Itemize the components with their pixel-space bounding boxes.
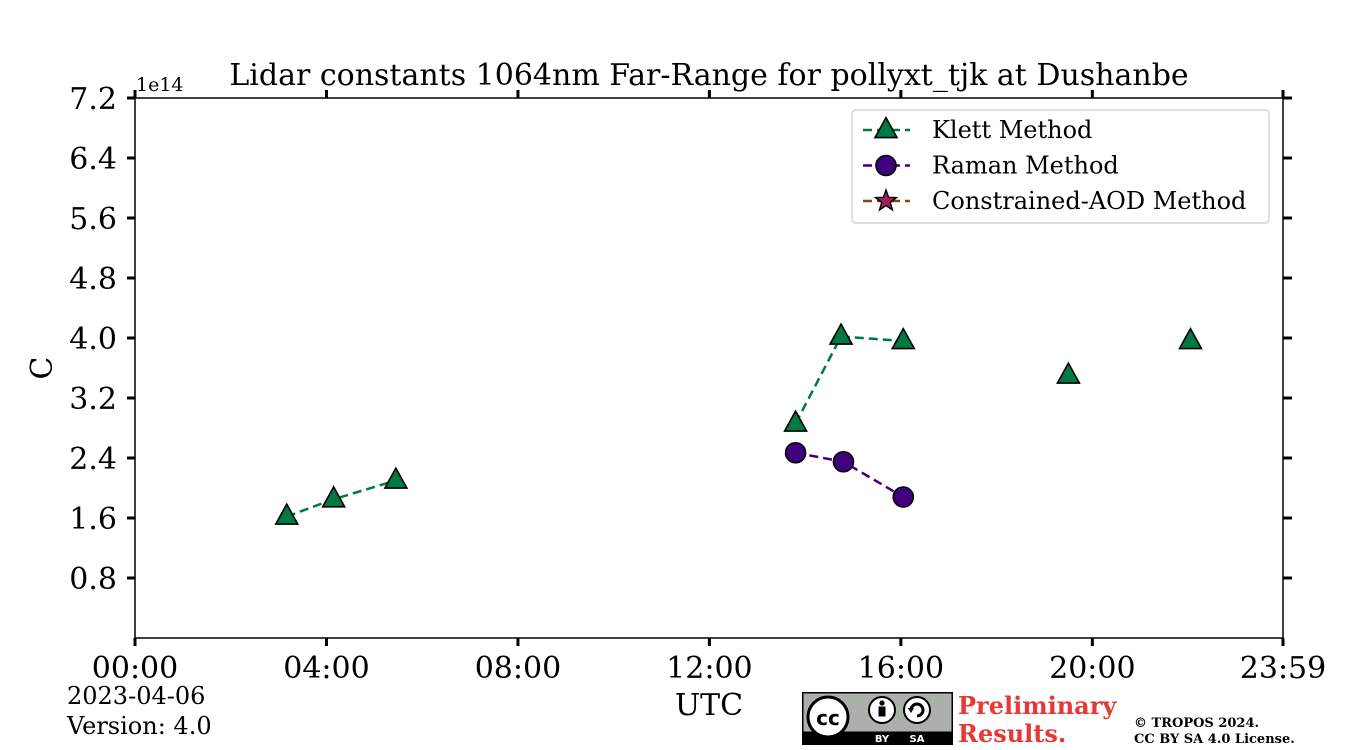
y-exponent-label: 1e14 [136,74,184,96]
x-tick-label: 16:00 [858,651,944,686]
data-point [783,409,808,432]
y-tick-label: 5.6 [69,202,117,237]
version-label: Version: 4.0 [67,712,212,740]
preliminary-results-notice: Preliminary Results. [958,692,1116,748]
x-tick-label: 00:00 [92,651,178,686]
copyright-notice: © TROPOS 2024. CC BY SA 4.0 License. [1134,716,1295,748]
series-layer [274,322,1203,525]
data-point [873,115,899,139]
data-point [875,154,897,177]
date-label: 2023-04-06 [67,682,206,710]
legend-item: Constrained-AOD Method [863,187,1246,215]
x-tick-label: 08:00 [475,651,561,686]
axes: 00:00 04:00 08:00 12:00 16:00 20:00 23:59 0.8 1.… [69,82,1326,686]
svg-text:SA: SA [910,734,925,745]
data-point [383,466,409,489]
y-tick-label: 1.6 [69,502,117,537]
data-point [784,441,807,464]
legend-item: Klett Method [863,115,1092,144]
y-tick-label: 0.8 [69,562,117,597]
legend: Klett Method Raman Method Constrained-AOD … [851,109,1270,224]
data-point [890,326,916,350]
series-line [286,479,397,518]
legend-label: Constrained-AOD Method [932,187,1246,215]
copyright-line-1: © TROPOS 2024. [1134,716,1260,731]
x-tick-label: 23:59 [1240,651,1326,686]
data-point [1056,361,1081,384]
svg-text:BY: BY [875,734,890,745]
data-point [321,485,347,508]
series-klett-method [274,322,1203,525]
x-tick-label: 12:00 [666,651,752,686]
copyright-line-2: CC BY SA 4.0 License. [1134,732,1295,747]
data-point [1178,326,1203,350]
cc-by-sa-license-badge: cc BY SA [802,692,953,745]
x-axis-label: UTC [674,688,744,723]
x-tick-label: 04:00 [283,651,369,686]
y-axis-label: C [25,357,60,380]
data-point [873,187,899,212]
preliminary-line-1: Preliminary [958,691,1117,720]
legend-box [851,109,1270,224]
preliminary-line-2: Results. [958,719,1067,748]
y-tick-label: 3.2 [69,382,117,417]
y-tick-label: 4.8 [69,262,117,297]
x-tick-label: 20:00 [1049,651,1135,686]
legend-label: Raman Method [932,152,1119,180]
data-point [828,322,854,345]
legend-item: Raman Method [863,152,1119,180]
lidar-constant-chart: Lidar constants 1064nm Far-Range for pol… [25,58,1326,686]
y-tick-label: 7.2 [69,82,117,117]
legend-label: Klett Method [932,116,1092,144]
chart-title: Lidar constants 1064nm Far-Range for pol… [229,58,1188,93]
svg-text:cc: cc [816,706,840,730]
data-point [274,502,300,525]
y-tick-label: 4.0 [69,322,117,357]
data-point [892,486,915,508]
series-line [794,335,904,425]
y-tick-label: 2.4 [69,442,117,477]
y-tick-label: 6.4 [69,142,117,177]
data-point [832,450,855,473]
series-raman-method [784,441,915,508]
